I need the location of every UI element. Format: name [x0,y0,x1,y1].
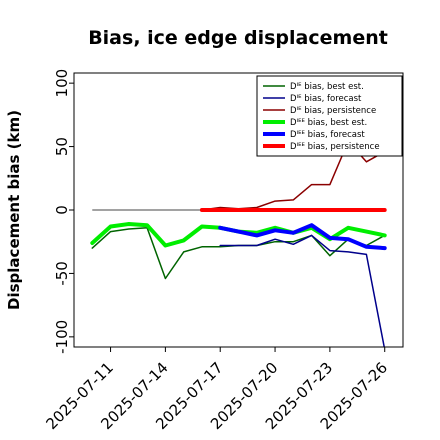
series-line-4 [218,223,387,251]
legend-label-2: Dᴵᴱ bias, persistence [290,106,376,116]
y-tick-label-0: 100 [53,69,71,98]
legend-label-5: Dᴵᴱᴱ bias, persistence [290,142,380,152]
legend-label-3: Dᴵᴱᴱ bias, best est. [290,118,367,128]
legend-box [256,75,403,157]
legend-label-0: Dᴵᴱ bias, best est. [290,82,364,92]
y-tick-label-4: -100 [53,320,71,354]
legend-label-1: Dᴵᴱ bias, forecast [290,94,362,104]
legend: Dᴵᴱ bias, best est. Dᴵᴱ bias, forecast Dᴵᴱ… [256,75,403,157]
y-tick-label-1: 50 [53,137,71,156]
y-tick-label-2: 0 [53,205,71,215]
chart-title: Bias, ice edge displacement [88,27,388,49]
y-tick-label-3: -50 [53,261,71,286]
legend-label-4: Dᴵᴱᴱ bias, forecast [290,130,365,140]
plot-layer [90,140,387,347]
y-axis-label: Displacement bias (km) [5,110,23,310]
series-line-1 [219,234,385,347]
